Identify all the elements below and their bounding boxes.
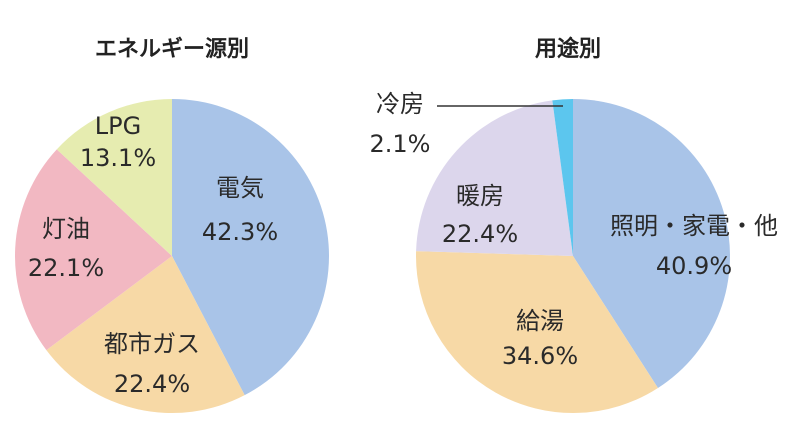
chart-title-energy-source: エネルギー源別	[95, 37, 249, 62]
slice-value-cooling: 2.1%	[370, 130, 431, 158]
pie-slice-0-1	[46, 256, 245, 413]
slice-value-heating: 22.4%	[442, 220, 518, 248]
pie-slice-1-0	[573, 99, 730, 389]
pie-slice-1-1	[416, 251, 658, 413]
slice-label-city-gas: 都市ガス	[104, 330, 200, 358]
pie-slice-1-2	[416, 100, 573, 256]
slice-label-lpg: LPG	[95, 112, 141, 140]
slice-value-lighting-appliances: 40.9%	[656, 252, 732, 280]
slice-value-lpg: 13.1%	[80, 144, 156, 172]
usage-pie	[416, 99, 730, 413]
slice-label-lighting-appliances: 照明・家電・他	[610, 212, 778, 240]
slice-value-kerosene: 22.1%	[28, 254, 104, 282]
slice-label-cooling: 冷房	[376, 90, 424, 118]
pie-slice-0-0	[172, 99, 330, 396]
slice-label-kerosene: 灯油	[42, 215, 90, 243]
slice-value-electricity: 42.3%	[202, 218, 278, 246]
usage-chart: 用途別 冷房 2.1% 照明・家電・他 40.9% 給湯 34.6% 暖房 22…	[370, 36, 778, 413]
pie-slice-0-3	[56, 99, 172, 256]
energy-source-chart: エネルギー源別 電気 42.3% 都市ガス 22.4% 灯油 22.1% LPG…	[14, 37, 330, 413]
slice-label-electricity: 電気	[216, 174, 264, 202]
pie-slice-1-3	[552, 99, 573, 256]
slice-label-heating: 暖房	[456, 182, 504, 210]
slice-value-hot-water: 34.6%	[502, 342, 578, 370]
slice-value-city-gas: 22.4%	[114, 370, 190, 398]
pie-slice-0-2	[14, 149, 173, 351]
chart-title-usage: 用途別	[535, 36, 601, 62]
energy-source-pie	[14, 99, 330, 413]
slice-label-hot-water: 給湯	[516, 307, 564, 335]
